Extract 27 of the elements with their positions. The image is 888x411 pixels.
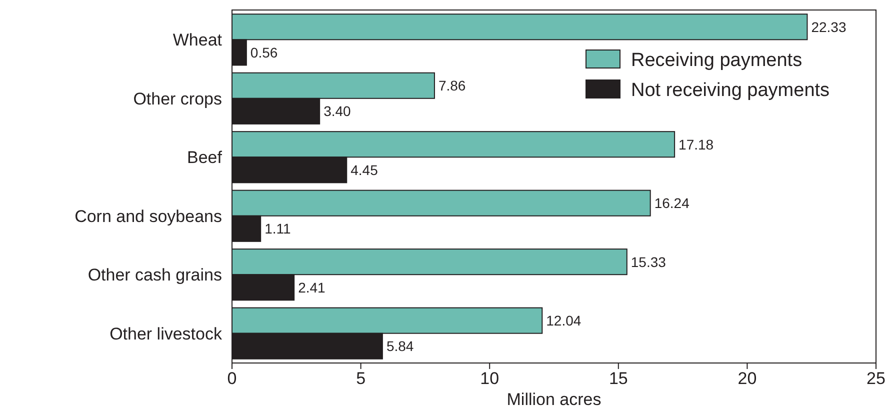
text: 17.18 [678, 136, 714, 152]
legend-label: Receiving payments [631, 50, 802, 71]
text: 0.56 [250, 44, 278, 60]
y-tick-label: Wheat [172, 30, 222, 50]
x-axis-title: Million acres [506, 390, 602, 409]
x-tick-label: 0 [227, 369, 237, 388]
text: 12.04 [546, 312, 582, 329]
text: 5.84 [386, 338, 414, 354]
text: 3.40 [324, 103, 351, 120]
text: 2.41 [298, 279, 326, 296]
text: 1.11 [264, 220, 291, 237]
text: 22.33 [811, 18, 846, 35]
y-tick-label: Beef [187, 148, 222, 168]
x-tick-label: 10 [480, 369, 500, 388]
y-tick-label: Other cash grains [88, 266, 222, 285]
x-tick-label: 15 [608, 369, 628, 388]
x-tick-label: 20 [738, 369, 757, 388]
legend-label: Not receiving payments [631, 80, 830, 101]
x-tick-label: 25 [866, 369, 886, 388]
x-tick-label: 5 [356, 369, 366, 388]
y-tick-label: Other livestock [110, 324, 222, 344]
text: 16.24 [654, 195, 690, 212]
text: 15.33 [630, 254, 666, 270]
y-tick-label: Corn and soybeans [74, 206, 222, 226]
text: 4.45 [350, 162, 378, 178]
text: 7.86 [438, 78, 466, 94]
y-tick-label: Other crops [133, 89, 222, 108]
